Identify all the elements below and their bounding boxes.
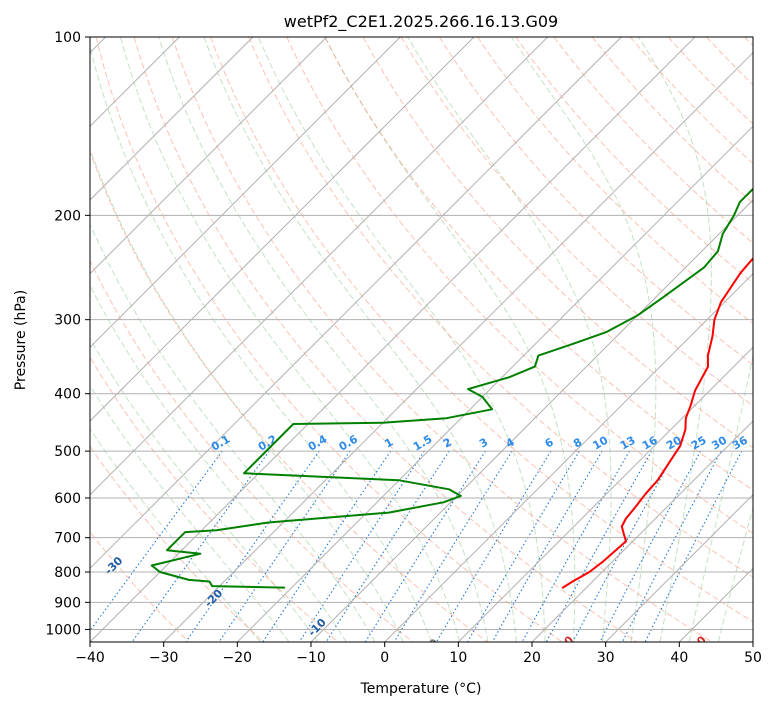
y-tick-label: 900 — [54, 595, 81, 611]
dry-adiabat-line — [90, 531, 190, 642]
dry-adiabat-line — [90, 259, 414, 642]
x-tick-label: −30 — [149, 650, 179, 666]
x-tick-label: −10 — [296, 650, 326, 666]
y-tick-label: 800 — [54, 565, 81, 581]
y-tick-label: 500 — [54, 444, 81, 460]
isotherm-line — [384, 272, 753, 642]
x-tick-label: 50 — [744, 650, 762, 666]
isotherm-line — [163, 51, 753, 642]
dry-adiabat-label: 20 — [689, 633, 709, 653]
y-tick-label: 1000 — [45, 622, 81, 638]
temperature-trace — [561, 256, 753, 589]
isobars — [90, 37, 753, 630]
mixing-ratio-line — [491, 450, 603, 642]
y-tick-label: 700 — [54, 531, 81, 547]
dry-adiabat-label: 0 — [426, 636, 441, 651]
mixing-ratio-line — [521, 450, 630, 642]
moist-adiabat-line — [688, 353, 753, 642]
dry-adiabats — [90, 37, 753, 642]
dry-adiabat-line — [95, 37, 563, 642]
moist-adiabat-line — [324, 37, 576, 642]
isotherm-line — [90, 37, 549, 496]
y-tick-label: 400 — [54, 387, 81, 403]
moist-adiabat-line — [90, 337, 319, 642]
dry-adiabat-line — [210, 37, 753, 623]
plot-background — [90, 37, 753, 642]
isotherm-line — [90, 37, 328, 275]
x-tick-label: 0 — [380, 650, 389, 666]
moist-adiabat-line — [90, 427, 261, 642]
moist-adiabat-line — [510, 37, 657, 642]
profile-traces — [150, 187, 753, 589]
y-axis-label: Pressure (hPa) — [13, 290, 29, 390]
dry-adiabat-line — [515, 37, 753, 284]
y-tick-label: 600 — [54, 491, 81, 507]
isotherm-line — [605, 493, 753, 642]
dry-adiabat-line — [171, 37, 712, 642]
isotherm-line — [531, 420, 753, 642]
dry-adiabat-label: 10 — [556, 633, 576, 653]
dry-adiabat-line — [438, 37, 753, 366]
mixing-ratio-line — [545, 450, 653, 642]
moist-adiabat-line — [637, 37, 712, 642]
chart-title: wetPf2_C2E1.2025.266.16.13.G09 — [284, 12, 558, 32]
isotherm-line — [90, 37, 254, 201]
y-tick-label: 300 — [54, 313, 81, 329]
mixing-ratio-line — [599, 450, 701, 642]
dry-adiabat-line — [477, 37, 753, 325]
x-axis: −40 −30 −20 −10 0 10 20 30 40 50 — [75, 642, 762, 666]
x-tick-label: −20 — [223, 650, 253, 666]
mixing-ratio-line — [218, 450, 351, 642]
background-lines — [90, 37, 753, 642]
y-tick-label: 100 — [54, 30, 81, 46]
isotherm-line — [457, 346, 753, 642]
moist-adiabat-line — [90, 222, 376, 642]
dry-adiabat-line — [133, 37, 638, 642]
dry-adiabat-line — [362, 37, 753, 449]
isotherm-line — [236, 125, 753, 642]
mixing-ratio-line — [131, 450, 270, 642]
moist-adiabat-line — [407, 37, 612, 642]
dry-adiabat-line — [90, 356, 339, 642]
mixing-ratio-line — [467, 450, 580, 642]
dry-adiabat-line — [248, 37, 753, 578]
y-axis: 100 200 300 400 500 600 700 800 900 1000 — [45, 30, 90, 638]
dry-adiabat-line — [400, 37, 753, 407]
x-tick-label: 30 — [597, 650, 615, 666]
x-tick-label: 40 — [670, 650, 688, 666]
x-tick-label: 10 — [449, 650, 467, 666]
mixing-ratio-line — [393, 450, 513, 642]
dry-adiabat-line — [629, 37, 753, 165]
x-axis-label: Temperature (°C) — [360, 681, 482, 697]
mixing-ratio-line — [572, 450, 677, 642]
x-tick-label: −40 — [75, 650, 105, 666]
moist-adiabat-line — [90, 147, 404, 642]
moist-adiabats — [90, 37, 753, 642]
moist-adiabat-line — [717, 505, 753, 642]
isotherm-line — [90, 37, 475, 422]
plot-frame — [89, 36, 754, 643]
moist-adiabat-line — [203, 37, 517, 642]
mixing-ratio-line — [621, 450, 722, 642]
mixing-ratio-line — [185, 450, 320, 642]
mixing-ratio-line — [435, 450, 552, 642]
y-tick-label: 200 — [54, 208, 81, 224]
moist-adiabat-line — [158, 37, 489, 642]
isotherm-line — [90, 37, 622, 570]
isotherms — [90, 37, 753, 642]
dry-adiabat-line — [591, 37, 753, 204]
dewpoint-trace — [150, 187, 753, 589]
mixing-ratio-lines — [90, 450, 743, 642]
dry-adiabat-line — [90, 445, 264, 642]
isotherm-line — [90, 37, 696, 642]
x-tick-label: 20 — [523, 650, 541, 666]
isotherm-line — [310, 199, 753, 642]
mixing-ratio-line — [364, 450, 486, 642]
moist-adiabat-line — [90, 44, 432, 642]
moist-adiabat-line — [257, 37, 546, 642]
isotherm-line — [90, 37, 401, 349]
moist-adiabat-line — [119, 37, 461, 642]
